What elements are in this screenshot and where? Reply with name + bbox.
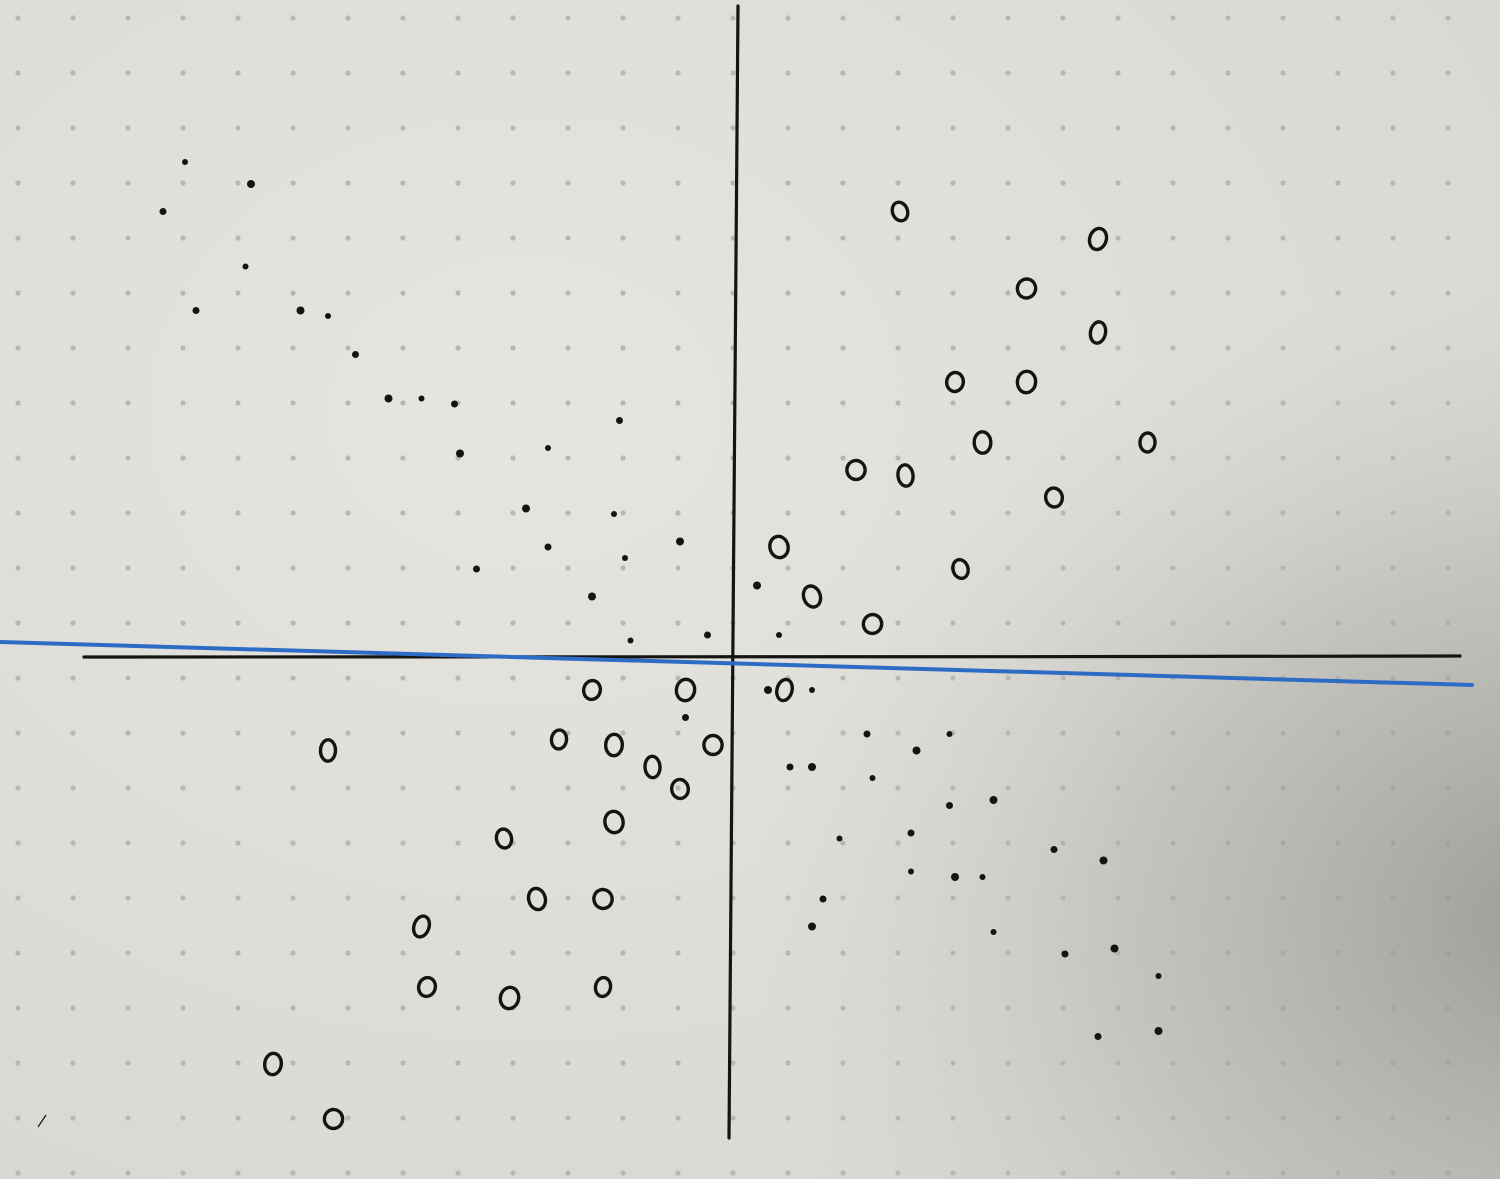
dot-point <box>1062 951 1069 958</box>
dot-point <box>704 632 711 639</box>
dot-point <box>787 764 794 771</box>
dot-point <box>808 923 816 931</box>
dot-point <box>864 731 871 738</box>
dot-point <box>456 450 464 458</box>
dot-point <box>352 351 359 358</box>
dot-point <box>1100 857 1108 865</box>
dot-point <box>908 830 915 837</box>
dot-point <box>908 869 914 875</box>
dot-point <box>451 401 458 408</box>
dot-point <box>764 686 772 694</box>
dot-point <box>545 445 551 451</box>
dot-point <box>247 180 255 188</box>
dot-point <box>419 396 425 402</box>
dot-point <box>522 505 530 513</box>
dot-point <box>1111 945 1119 953</box>
dot-point <box>182 159 188 165</box>
dot-point <box>676 538 684 546</box>
dot-point <box>622 555 628 561</box>
dot-point <box>947 731 953 737</box>
dot-point <box>628 638 634 644</box>
dot-point <box>913 747 921 755</box>
dot-point <box>990 796 998 804</box>
dot-point <box>808 763 816 771</box>
dot-point <box>753 582 761 590</box>
dot-point <box>297 307 305 315</box>
dot-point <box>682 714 689 721</box>
dot-point <box>1155 1027 1163 1035</box>
dot-point <box>611 511 617 517</box>
dot-point <box>1095 1033 1102 1040</box>
dot-point <box>243 264 249 270</box>
dot-point <box>1051 846 1058 853</box>
dot-point <box>160 208 167 215</box>
dot-point <box>325 313 331 319</box>
dot-point <box>1156 973 1162 979</box>
dot-point <box>820 896 827 903</box>
dot-point <box>809 687 815 693</box>
dot-point <box>991 929 997 935</box>
dot-point <box>946 802 953 809</box>
dot-point <box>616 417 623 424</box>
dot-point <box>473 566 480 573</box>
dot-point <box>588 593 596 601</box>
dot-point <box>870 775 876 781</box>
dot-point <box>385 395 393 403</box>
dot-point <box>193 307 200 314</box>
x-axis-line <box>84 656 1460 657</box>
dot-point <box>545 544 552 551</box>
dot-point <box>951 873 959 881</box>
dot-point <box>776 632 782 638</box>
dot-point <box>837 836 843 842</box>
dot-point <box>980 874 986 880</box>
